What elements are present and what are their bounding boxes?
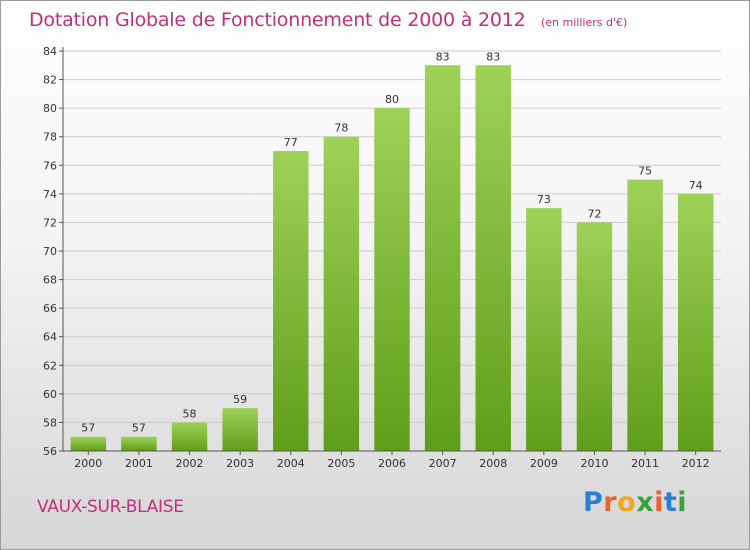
data-label-2002: 58 [183, 407, 197, 420]
x-tick-label-2009: 2009 [530, 457, 558, 470]
y-tick-label: 80 [43, 102, 57, 115]
axes [59, 47, 721, 455]
y-tick-label: 66 [43, 302, 57, 315]
bar-2000 [70, 436, 107, 451]
y-tick-label: 64 [43, 331, 57, 344]
bar-2009 [526, 208, 562, 451]
data-label-2010: 72 [587, 207, 601, 220]
data-label-2007: 83 [436, 50, 450, 63]
y-tick-label: 78 [43, 131, 57, 144]
bars [70, 65, 714, 452]
bar-2004 [273, 151, 309, 451]
x-tick-label-2000: 2000 [74, 457, 102, 470]
y-tick-label: 70 [43, 245, 57, 258]
data-label-2003: 59 [233, 393, 247, 406]
data-label-2009: 73 [537, 193, 551, 206]
x-tick-label-2002: 2002 [176, 457, 204, 470]
x-tick-label-2001: 2001 [125, 457, 153, 470]
y-tick-label: 60 [43, 388, 57, 401]
x-tick-label-2006: 2006 [378, 457, 406, 470]
logo-letter: i [677, 487, 688, 518]
x-tick-label-2005: 2005 [327, 457, 355, 470]
data-label-2004: 77 [284, 136, 298, 149]
logo-letter: r [603, 487, 618, 518]
y-tick-label: 82 [43, 74, 57, 87]
logo-letter: i [654, 487, 664, 518]
bar-2011 [627, 179, 663, 452]
data-label-2001: 57 [132, 422, 146, 435]
chart-subtitle: (en milliers d'€) [541, 16, 628, 29]
data-label-2008: 83 [486, 50, 500, 63]
bar-2008 [475, 65, 511, 452]
y-tick-label: 62 [43, 359, 57, 372]
bar-2001 [121, 436, 157, 451]
y-tick-label: 76 [43, 159, 57, 172]
bar-2007 [424, 65, 461, 452]
chart-title: Dotation Globale de Fonctionnement de 20… [29, 9, 526, 31]
data-label-2005: 78 [334, 122, 348, 135]
x-tick-label-2007: 2007 [429, 457, 457, 470]
y-tick-label: 58 [43, 416, 57, 429]
y-tick-label: 74 [43, 188, 57, 201]
bar-2003 [222, 408, 258, 451]
data-label-2006: 80 [385, 93, 399, 106]
labels: 56 58 60 62 64 66 68 70 72 74 76 78 80 82 84 57 2000 57 20… [43, 45, 710, 470]
y-tick-label: 56 [43, 445, 57, 458]
y-tick-label: 84 [43, 45, 57, 58]
logo-letter: o [617, 487, 637, 518]
commune-name: VAUX-SUR-BLAISE [37, 497, 184, 517]
bar-2010 [576, 222, 613, 451]
x-tick-label-2004: 2004 [277, 457, 305, 470]
bar-2002 [171, 422, 208, 451]
bar-2005 [323, 136, 360, 451]
bar-2006 [374, 108, 410, 452]
y-tick-label: 68 [43, 274, 57, 287]
data-label-2011: 75 [638, 165, 652, 178]
x-tick-label-2008: 2008 [479, 457, 507, 470]
x-tick-label-2011: 2011 [631, 457, 659, 470]
data-label-2012: 74 [689, 179, 703, 192]
proxiti-logo: Proxiti [583, 487, 687, 518]
x-tick-label-2010: 2010 [580, 457, 608, 470]
logo-letter: P [583, 487, 604, 518]
logo-letter: x [636, 487, 655, 518]
x-tick-label-2003: 2003 [226, 457, 254, 470]
bar-2012 [677, 193, 714, 451]
data-label-2000: 57 [81, 422, 95, 435]
x-tick-label-2012: 2012 [682, 457, 710, 470]
y-tick-label: 72 [43, 216, 57, 229]
logo-letter: t [663, 487, 678, 518]
